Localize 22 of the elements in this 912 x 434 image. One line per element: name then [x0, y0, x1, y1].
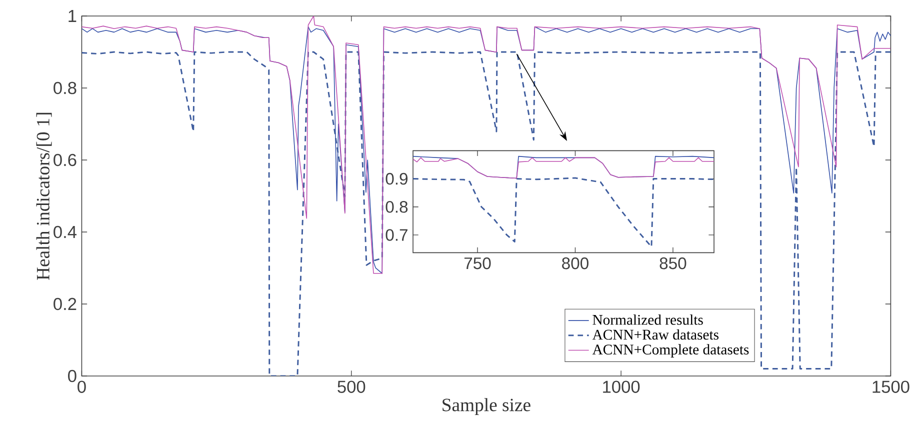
legend-label: Normalized results: [592, 314, 703, 325]
y-tick-label: 1: [68, 10, 76, 22]
y-tick-label: 0: [68, 370, 76, 382]
x-tick-label: 750: [464, 257, 491, 270]
x-axis-title: Sample size: [442, 398, 530, 416]
x-tick-label: 1500: [872, 380, 910, 393]
legend-label: ACNN+Complete datasets: [592, 344, 749, 358]
y-tick-label: 0.2: [54, 298, 76, 310]
x-tick-label: 1000: [603, 380, 640, 393]
y-tick-label: 0.7: [386, 229, 408, 241]
legend-label: ACNN+Raw datasets: [592, 329, 718, 340]
y-tick-label: 0.8: [54, 82, 76, 94]
x-tick-label: 850: [660, 257, 686, 270]
line-series: [82, 51, 891, 376]
y-tick-label: 0.8: [386, 200, 408, 213]
y-tick-label: 0.4: [54, 226, 77, 238]
x-tick-label: 0: [78, 380, 86, 393]
y-axis-title: Health indicators/[0 1]: [36, 112, 52, 280]
y-tick-label: 0.6: [54, 154, 76, 166]
y-tick-label: 0.9: [386, 172, 408, 185]
x-tick-label: 500: [338, 380, 366, 393]
x-tick-label: 800: [562, 257, 588, 270]
